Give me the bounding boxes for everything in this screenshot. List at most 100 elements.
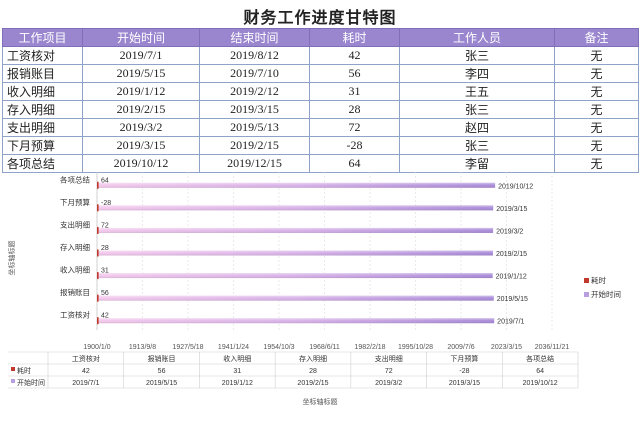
- header-note: 备注: [554, 28, 639, 47]
- cell-duration[interactable]: 28: [309, 100, 400, 119]
- data-table-key-duration: [11, 367, 15, 371]
- cell-end[interactable]: 2019/2/15: [199, 136, 310, 155]
- start-time-bar-shade: [97, 205, 494, 211]
- cell-item[interactable]: 工资核对: [2, 46, 83, 65]
- legend-label-duration[interactable]: 耗时: [591, 275, 606, 285]
- gantt-chart[interactable]: 42 2019/7/1 56 2019/5/15 31 2019/1/12 28 2019/2…: [0, 160, 640, 418]
- start-data-label: 2019/7/1: [497, 319, 524, 326]
- duration-bar[interactable]: [97, 249, 99, 257]
- start-time-bar-shade: [97, 182, 496, 188]
- x-axis-title: 坐标轴标题: [303, 397, 338, 406]
- cell-note[interactable]: 无: [554, 136, 639, 155]
- x-tick-label: 1995/10/28: [398, 344, 433, 351]
- data-table-duration: 28: [309, 368, 317, 375]
- data-table-header: 收入明细: [223, 354, 251, 363]
- cell-person[interactable]: 王五: [399, 82, 555, 101]
- cell-note[interactable]: 无: [554, 154, 639, 173]
- start-time-bar-shade: [97, 273, 493, 279]
- table-row: 存入明细 2019/2/15 2019/3/15 28 张三 无: [2, 100, 639, 119]
- x-tick-label: 1927/5/18: [172, 344, 203, 351]
- cell-person[interactable]: 赵四: [399, 118, 555, 137]
- cell-person[interactable]: 张三: [399, 100, 555, 119]
- start-time-bar-shade: [97, 295, 494, 301]
- x-tick-label: 2009/7/6: [447, 344, 474, 351]
- category-label: 报销账目: [60, 287, 90, 297]
- cell-start[interactable]: 2019/7/1: [82, 46, 200, 65]
- table-header-row: 工作项目 开始时间 结束时间 耗时 工作人员 备注: [2, 28, 639, 47]
- duration-bar[interactable]: [97, 181, 99, 189]
- cell-start[interactable]: 2019/1/12: [82, 82, 200, 101]
- sheet-title: 财务工作进度甘特图: [243, 10, 397, 27]
- start-data-label: 2019/2/15: [496, 251, 527, 258]
- data-table-start: 2019/5/15: [146, 380, 177, 387]
- cell-note[interactable]: 无: [554, 64, 639, 83]
- cell-item[interactable]: 各项总结: [2, 154, 83, 173]
- category-label: 工资核对: [60, 310, 90, 320]
- cell-duration[interactable]: 56: [309, 64, 400, 83]
- data-table-key-start: [11, 379, 15, 383]
- duration-data-label: 31: [101, 268, 109, 275]
- x-tick-label: 1982/2/18: [354, 344, 385, 351]
- cell-start[interactable]: 2019/3/15: [82, 136, 200, 155]
- cell-end[interactable]: 2019/12/15: [199, 154, 310, 173]
- cell-item[interactable]: 支出明细: [2, 118, 83, 137]
- cell-person[interactable]: 张三: [399, 136, 555, 155]
- duration-bar[interactable]: [97, 294, 99, 302]
- data-table-header: 支出明细: [375, 354, 403, 363]
- cell-end[interactable]: 2019/3/15: [199, 100, 310, 119]
- duration-data-label: -28: [101, 200, 111, 207]
- data-table-duration: 64: [536, 368, 544, 375]
- cell-start[interactable]: 2019/10/12: [82, 154, 200, 173]
- cell-note[interactable]: 无: [554, 100, 639, 119]
- data-table-header: 工资核对: [72, 354, 100, 363]
- cell-item[interactable]: 收入明细: [2, 82, 83, 101]
- cell-duration[interactable]: 64: [309, 154, 400, 173]
- data-table-start: 2019/7/1: [72, 380, 99, 387]
- data-table-start: 2019/3/15: [449, 380, 480, 387]
- bars: 42 2019/7/1 56 2019/5/15 31 2019/1/12 28 2019/2…: [97, 177, 533, 326]
- category-label: 下月预算: [60, 197, 90, 207]
- start-time-bar-shade: [97, 250, 493, 256]
- cell-duration[interactable]: 31: [309, 82, 400, 101]
- category-labels: 工资核对 报销账目 收入明细 存入明细 支出明细 下月预算 各项总结: [60, 174, 90, 319]
- cell-start[interactable]: 2019/5/15: [82, 64, 200, 83]
- table-row: 工资核对 2019/7/1 2019/8/12 42 张三 无: [2, 46, 639, 65]
- cell-end[interactable]: 2019/7/10: [199, 64, 310, 83]
- x-tick-label: 1968/6/11: [309, 344, 340, 351]
- cell-duration[interactable]: 72: [309, 118, 400, 137]
- cell-note[interactable]: 无: [554, 46, 639, 65]
- cell-duration[interactable]: 42: [309, 46, 400, 65]
- legend-swatch-start: [584, 292, 589, 297]
- duration-bar[interactable]: [97, 226, 99, 234]
- header-start: 开始时间: [82, 28, 200, 47]
- cell-item[interactable]: 报销账目: [2, 64, 83, 83]
- cell-note[interactable]: 无: [554, 82, 639, 101]
- category-label: 收入明细: [60, 265, 90, 275]
- cell-person[interactable]: 张三: [399, 46, 555, 65]
- cell-person[interactable]: 李四: [399, 64, 555, 83]
- cell-end[interactable]: 2019/5/13: [199, 118, 310, 137]
- duration-data-label: 72: [101, 222, 109, 229]
- cell-end[interactable]: 2019/8/12: [199, 46, 310, 65]
- legend-label-start[interactable]: 开始时间: [591, 289, 621, 299]
- duration-bar[interactable]: [97, 272, 99, 280]
- cell-person[interactable]: 李留: [399, 154, 555, 173]
- category-label: 各项总结: [60, 174, 90, 184]
- data-table-header: 各项总结: [526, 354, 554, 363]
- duration-bar[interactable]: [97, 317, 99, 325]
- duration-bar[interactable]: [97, 204, 99, 212]
- cell-item[interactable]: 下月预算: [2, 136, 83, 155]
- cell-start[interactable]: 2019/3/2: [82, 118, 200, 137]
- cell-start[interactable]: 2019/2/15: [82, 100, 200, 119]
- x-tick-label: 2023/3/15: [491, 344, 522, 351]
- start-data-label: 2019/1/12: [496, 274, 527, 281]
- header-end: 结束时间: [199, 28, 310, 47]
- progress-table: 工作项目 开始时间 结束时间 耗时 工作人员 备注 工资核对 2019/7/1 …: [2, 28, 639, 173]
- cell-duration[interactable]: -28: [309, 136, 400, 155]
- start-data-label: 2019/5/15: [497, 296, 528, 303]
- cell-item[interactable]: 存入明细: [2, 100, 83, 119]
- table-row: 报销账目 2019/5/15 2019/7/10 56 李四 无: [2, 64, 639, 83]
- cell-note[interactable]: 无: [554, 118, 639, 137]
- cell-end[interactable]: 2019/2/12: [199, 82, 310, 101]
